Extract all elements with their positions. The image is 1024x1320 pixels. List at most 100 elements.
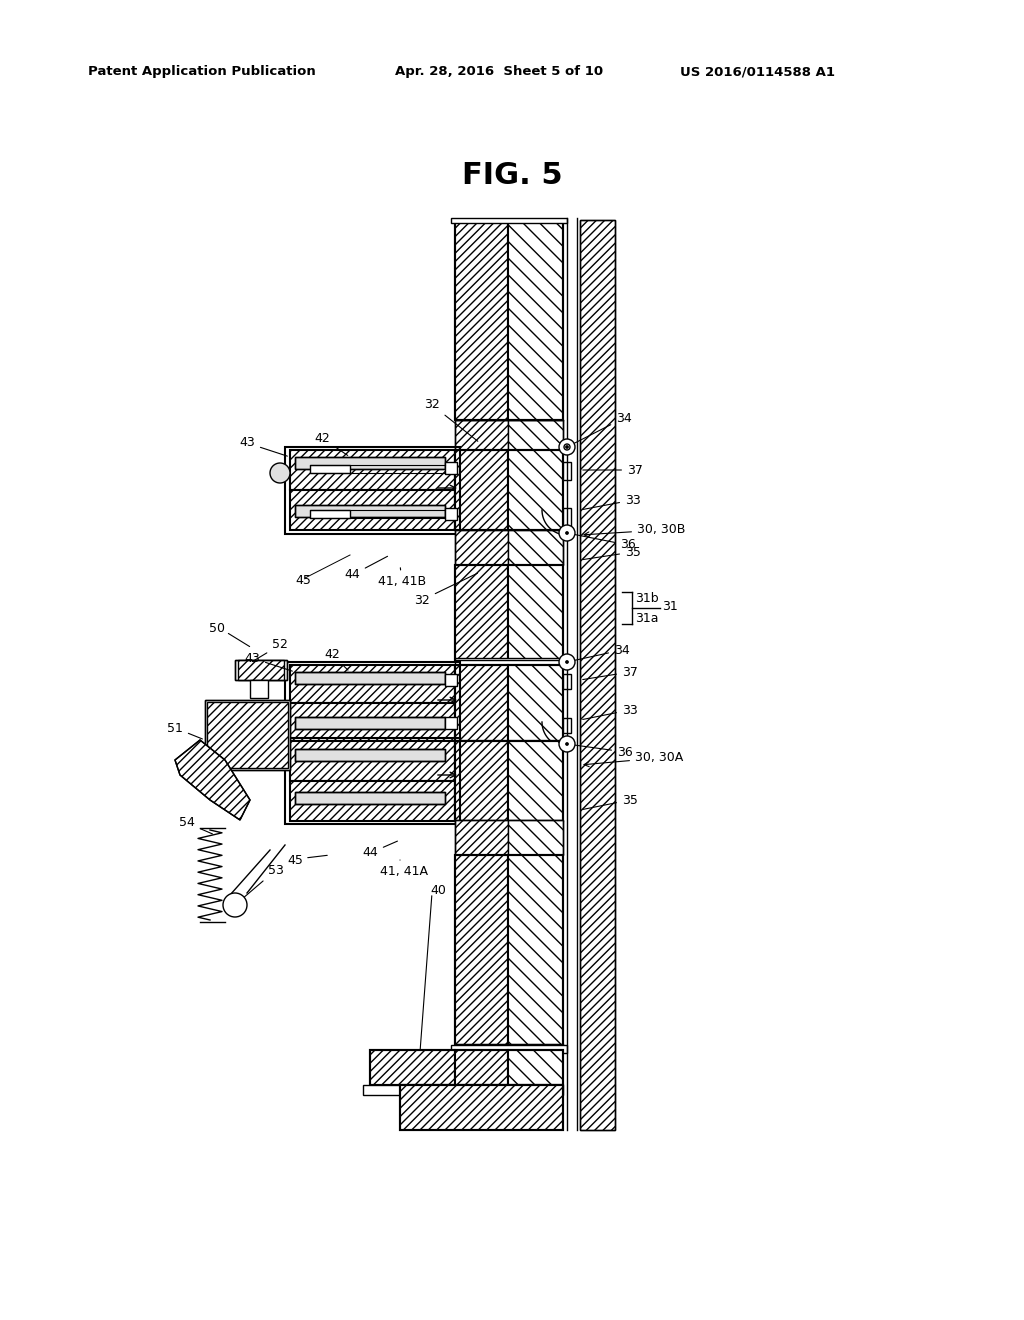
Bar — [455, 657, 563, 667]
Bar — [445, 508, 457, 520]
Bar — [295, 792, 445, 804]
Text: 32: 32 — [424, 399, 478, 441]
Bar — [563, 508, 571, 525]
Text: 31b: 31b — [635, 591, 658, 605]
Bar — [508, 665, 563, 741]
Text: 54: 54 — [179, 817, 212, 834]
Text: 45: 45 — [287, 854, 303, 866]
Circle shape — [565, 446, 568, 449]
Text: 45: 45 — [295, 573, 311, 586]
Bar — [295, 506, 445, 517]
Text: 34: 34 — [569, 412, 632, 446]
Text: 44: 44 — [362, 841, 397, 859]
Text: Apr. 28, 2016  Sheet 5 of 10: Apr. 28, 2016 Sheet 5 of 10 — [395, 66, 603, 78]
Text: Patent Application Publication: Patent Application Publication — [88, 66, 315, 78]
Bar — [455, 1049, 508, 1085]
Text: 43: 43 — [240, 437, 288, 457]
Bar — [285, 447, 460, 535]
Bar — [250, 680, 268, 698]
Bar — [508, 820, 563, 855]
Bar — [205, 700, 290, 770]
Text: 51: 51 — [167, 722, 203, 739]
Bar — [580, 220, 615, 1130]
Polygon shape — [175, 741, 250, 820]
Bar — [370, 1049, 563, 1085]
Bar — [285, 663, 460, 744]
Bar — [295, 672, 445, 684]
Bar — [455, 855, 563, 1045]
Bar — [455, 665, 508, 741]
Bar — [290, 665, 455, 704]
Text: 36: 36 — [569, 744, 633, 759]
Text: 31: 31 — [662, 601, 678, 614]
Bar — [290, 741, 455, 781]
Text: US 2016/0114588 A1: US 2016/0114588 A1 — [680, 66, 835, 78]
Bar — [455, 450, 508, 531]
Bar — [455, 420, 563, 450]
Bar — [455, 741, 563, 821]
Text: 40: 40 — [430, 883, 445, 896]
Bar — [455, 531, 563, 565]
Bar — [207, 702, 288, 768]
Text: 50: 50 — [209, 622, 225, 635]
Circle shape — [270, 463, 290, 483]
Bar — [508, 741, 563, 821]
Bar — [455, 565, 563, 660]
Bar — [445, 717, 457, 729]
Text: 44: 44 — [344, 556, 387, 582]
Bar — [563, 718, 571, 733]
Text: 43: 43 — [245, 652, 293, 671]
Text: 52: 52 — [252, 639, 288, 661]
Bar — [400, 1085, 563, 1130]
Circle shape — [565, 660, 568, 664]
Bar — [455, 820, 508, 855]
Bar — [310, 465, 350, 473]
Text: 41, 41B: 41, 41B — [378, 568, 426, 589]
Bar — [290, 781, 455, 821]
Bar — [455, 741, 508, 821]
Bar — [295, 717, 445, 729]
Bar — [290, 450, 455, 490]
Bar — [295, 717, 445, 729]
Bar — [508, 531, 563, 565]
Bar — [508, 1049, 563, 1085]
Circle shape — [559, 653, 575, 671]
Bar — [455, 220, 508, 420]
Bar — [238, 660, 284, 680]
Text: 30, 30B: 30, 30B — [584, 524, 685, 537]
Bar — [580, 220, 615, 1130]
Bar — [508, 220, 563, 420]
Bar — [295, 748, 445, 762]
Bar — [563, 462, 571, 480]
Bar — [370, 1049, 455, 1085]
Bar — [295, 457, 445, 469]
Bar — [451, 218, 567, 223]
Bar — [451, 1045, 567, 1053]
Text: 35: 35 — [583, 545, 641, 560]
Bar — [508, 855, 563, 1045]
Bar — [310, 510, 350, 517]
Bar — [445, 675, 457, 686]
Bar — [234, 660, 287, 680]
Bar — [455, 450, 563, 531]
Circle shape — [565, 742, 568, 746]
Text: 30, 30A: 30, 30A — [584, 751, 683, 767]
Text: 37: 37 — [583, 463, 643, 477]
Bar — [285, 738, 460, 824]
Text: 31a: 31a — [635, 611, 658, 624]
Circle shape — [565, 532, 568, 535]
Bar — [234, 660, 287, 680]
Bar — [400, 1085, 563, 1130]
Bar — [295, 748, 445, 762]
Bar — [508, 565, 563, 660]
Circle shape — [559, 440, 575, 455]
Bar — [445, 462, 457, 474]
Bar — [205, 700, 290, 770]
Circle shape — [559, 737, 575, 752]
Bar — [295, 792, 445, 804]
Bar — [563, 675, 571, 689]
Text: 33: 33 — [583, 494, 641, 510]
Bar — [455, 220, 563, 420]
Text: 33: 33 — [583, 704, 638, 719]
Text: 37: 37 — [583, 665, 638, 680]
